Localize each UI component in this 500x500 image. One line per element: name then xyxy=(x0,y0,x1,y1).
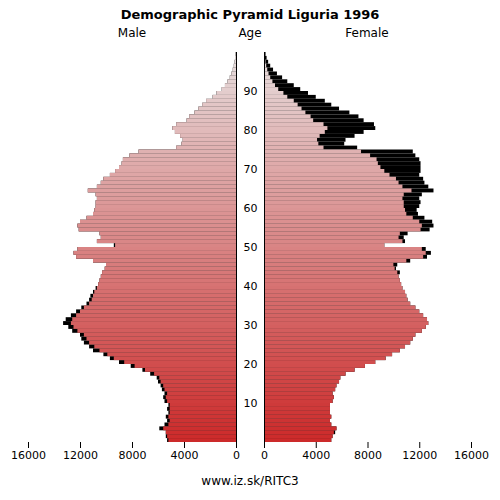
svg-text:80: 80 xyxy=(244,124,258,137)
html-text:Demographic Pyramid Liguria 19: Demographic Pyramid Liguria 1996 xyxy=(120,7,380,22)
svg-text:40: 40 xyxy=(244,280,258,293)
html-text:Male: Male xyxy=(117,26,147,40)
svg-text:0: 0 xyxy=(261,449,268,462)
svg-text:4000: 4000 xyxy=(302,449,330,462)
svg-text:70: 70 xyxy=(244,163,258,176)
html-text:Female: Female xyxy=(345,26,389,40)
svg-text:10: 10 xyxy=(244,397,258,410)
svg-text:16000: 16000 xyxy=(11,449,46,462)
svg-text:12000: 12000 xyxy=(63,449,98,462)
svg-text:8000: 8000 xyxy=(119,449,147,462)
svg-text:16000: 16000 xyxy=(454,449,489,462)
svg-text:90: 90 xyxy=(244,85,258,98)
svg-text:8000: 8000 xyxy=(354,449,382,462)
svg-text:50: 50 xyxy=(244,241,258,254)
html-text:www.iz.sk/RITC3: www.iz.sk/RITC3 xyxy=(201,474,299,488)
svg-text:12000: 12000 xyxy=(402,449,437,462)
svg-text:60: 60 xyxy=(244,202,258,215)
svg-text:0: 0 xyxy=(233,449,240,462)
html-text:Age: Age xyxy=(238,26,262,40)
svg-text:20: 20 xyxy=(244,358,258,371)
svg-text:4000: 4000 xyxy=(171,449,199,462)
svg-text:30: 30 xyxy=(244,319,258,332)
